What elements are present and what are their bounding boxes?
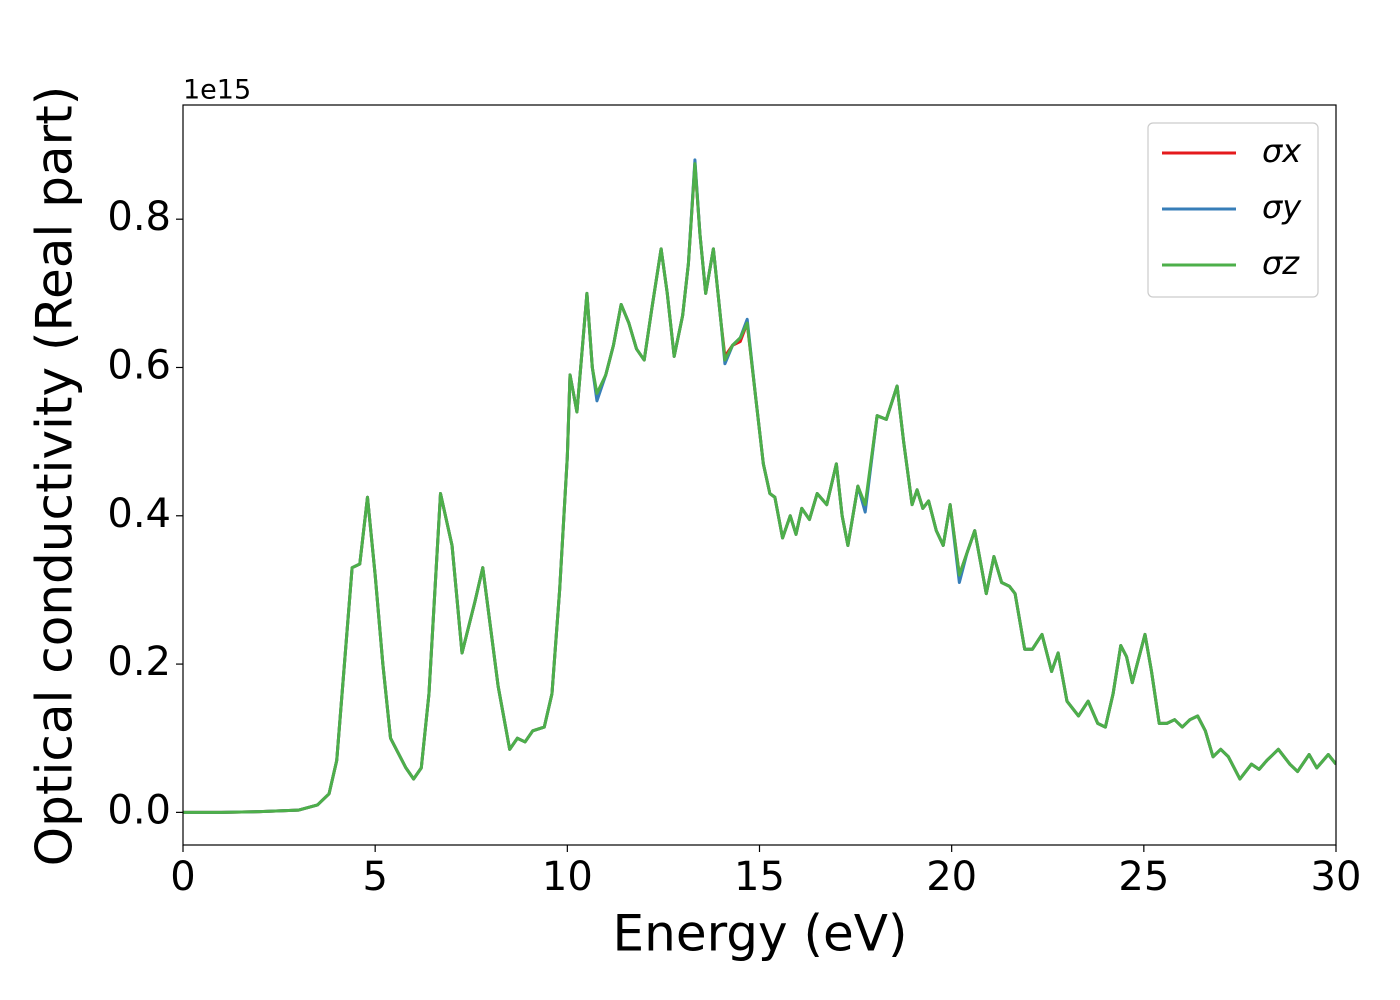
y-tick-label: 0.6 [107,342,171,388]
x-axis-label: Energy (eV) [613,905,908,963]
x-tick-label: 10 [542,854,593,900]
plot-frame [182,104,1337,846]
x-tick-label: 5 [362,854,387,900]
x-tick-label: 15 [734,854,785,900]
y-tick-label: 0.2 [107,639,171,685]
x-tick-label: 30 [1311,854,1362,900]
x-tick-label: 0 [170,854,195,900]
legend-label: σy [1262,188,1302,226]
series-line [183,162,1336,814]
y-axis-label: Optical conductivity (Real part) [26,86,84,867]
x-tick-label: 20 [926,854,977,900]
legend-label: σz [1262,244,1300,282]
y-tick-label: 0.4 [107,491,171,537]
y-tick-label: 0.0 [107,787,171,833]
y-tick-label: 0.8 [107,194,171,240]
x-tick-label: 25 [1118,854,1169,900]
legend-label: σx [1262,132,1302,170]
y-offset-label: 1e15 [183,75,251,106]
